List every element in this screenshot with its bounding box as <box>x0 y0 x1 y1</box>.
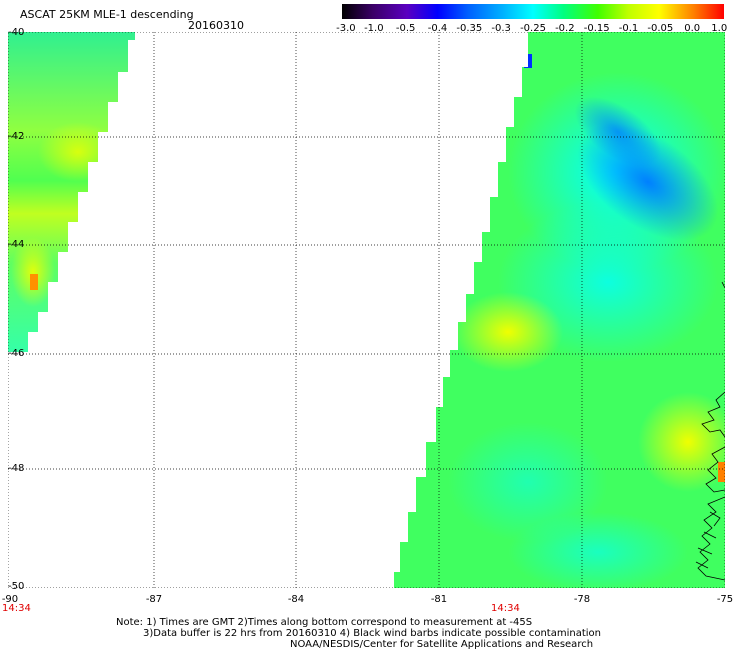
colorbar <box>342 4 724 19</box>
lon-label: -84 <box>287 594 305 605</box>
time-label-left: 14:34 <box>2 603 31 614</box>
colorbar-tick-label: -3.0 <box>336 23 356 34</box>
colorbar-tick-label: -0.5 <box>395 23 416 34</box>
colorbar-tick-label: -0.3 <box>491 23 511 34</box>
note-line-2: 3)Data buffer is 22 hrs from 20160310 4)… <box>143 628 601 639</box>
map-plot <box>8 32 725 588</box>
lat-label: -42 <box>8 131 25 142</box>
colorbar-tick-label: -0.05 <box>647 23 674 34</box>
colorbar-tick-label: -0.1 <box>618 23 639 34</box>
lat-label: -48 <box>8 463 25 474</box>
product-title: ASCAT 25KM MLE-1 descending <box>20 8 194 21</box>
lon-label: -75 <box>716 594 734 605</box>
colorbar-tick-label: -0.2 <box>555 23 575 34</box>
colorbar-tick-label: -0.25 <box>520 23 546 34</box>
note-line-1: Note: 1) Times are GMT 2)Times along bot… <box>116 617 533 628</box>
grid-lines <box>8 32 725 588</box>
lon-label: -90 <box>1 594 19 605</box>
lon-label: -87 <box>145 594 163 605</box>
time-label-right: 14:34 <box>491 603 520 614</box>
coastline <box>695 281 725 581</box>
lon-label: -81 <box>430 594 448 605</box>
colorbar-tick-label: 1.0 <box>711 23 728 34</box>
lat-label: -50 <box>8 581 25 592</box>
note-line-3: NOAA/NESDIS/Center for Satellite Applica… <box>290 639 594 650</box>
colorbar-tick-label: 0.0 <box>684 23 701 34</box>
lat-label: -44 <box>8 239 25 250</box>
product-date: 20160310 <box>188 19 244 32</box>
right-swath <box>394 32 725 588</box>
colorbar-tick-label: -0.4 <box>427 23 448 34</box>
lat-label: -40 <box>8 27 25 38</box>
left-swath <box>8 32 135 352</box>
colorbar-tick-label: -1.0 <box>364 23 384 34</box>
lat-label: -46 <box>8 348 25 359</box>
colorbar-tick-label: -0.35 <box>456 23 483 34</box>
colorbar-tick-label: -0.15 <box>583 23 610 34</box>
lon-label: -78 <box>573 594 591 605</box>
